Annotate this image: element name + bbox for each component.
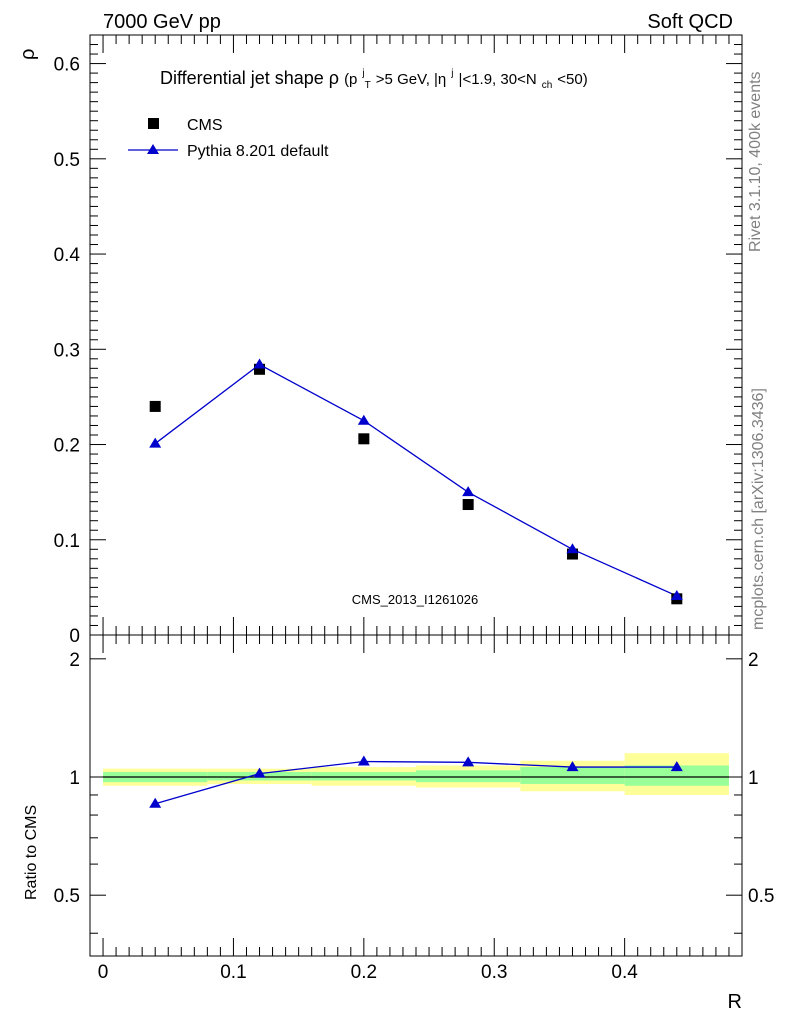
title-sub-T: T (365, 80, 371, 91)
ratio-y-tick-label-right: 2 (748, 650, 759, 671)
main-y-tick-labels: 0 0.1 0.2 0.3 0.4 0.5 0.6 (54, 55, 81, 647)
x-tick-label: 0 (98, 962, 109, 983)
chart-title: Differential jet shape ρ (p j T >5 GeV, … (160, 60, 588, 92)
ratio-data-point (149, 797, 162, 808)
x-tick-label: 0.2 (351, 962, 377, 983)
pythia-line (154, 363, 678, 597)
ratio-data-marks (149, 755, 683, 808)
pythia-data-point (566, 543, 579, 554)
x-tick-label: 0.3 (481, 962, 507, 983)
cms-data-point (254, 363, 266, 375)
x-tick-label: 0.4 (611, 962, 638, 983)
header-right-label: Soft QCD (647, 11, 733, 33)
y-tick-label: 0.4 (54, 245, 81, 266)
ratio-y-tick-label: 2 (69, 650, 80, 671)
y-axis-label: ρ (17, 49, 39, 60)
ratio-data-point (566, 761, 579, 772)
x-axis-label: R (728, 991, 742, 1013)
ratio-panel: 0.5 0.5 1 1 2 2 Ratio to CMS (23, 634, 775, 957)
source-label: mcplots.cern.ch [arXiv:1306.3436] (750, 388, 767, 630)
ratio-data-point (462, 756, 475, 767)
title-open: (p (344, 71, 357, 88)
y-tick-label: 0.3 (54, 340, 80, 361)
x-tick-label: 0.1 (220, 962, 246, 983)
cms-data-point (566, 548, 578, 560)
y-tick-label: 0.2 (54, 436, 80, 457)
cms-data-point (462, 499, 474, 511)
ratio-data-point (253, 767, 266, 778)
title-mid2: |<1.9, 30<N (459, 71, 537, 88)
legend-cms-marker (148, 118, 159, 129)
pythia-data-point (462, 486, 475, 497)
cms-data-point (358, 433, 370, 445)
title-main: Differential jet shape (160, 68, 324, 88)
main-axis-ticks (90, 35, 742, 635)
pythia-data-point (253, 358, 266, 369)
ratio-uncertainty-bands (103, 753, 729, 795)
ratio-band-green (311, 771, 416, 781)
ratio-y-tick-label-right: 0.5 (748, 886, 774, 907)
title-close: <50) (557, 71, 587, 88)
main-panel: 0 0.1 0.2 0.3 0.4 0.5 0.6 Differential jet sh… (17, 34, 743, 647)
legend-pythia-label: Pythia 8.201 default (187, 143, 329, 160)
y-tick-label: 0.6 (54, 55, 80, 76)
ratio-data-point (670, 761, 683, 772)
y-tick-label: 0.1 (54, 531, 80, 552)
pythia-data-point (357, 414, 370, 425)
ratio-band-green (416, 770, 521, 783)
ratio-plot-frame (89, 634, 743, 957)
title-mid1: >5 GeV, |η (376, 71, 446, 88)
legend-pythia-marker (147, 144, 159, 154)
legend-cms-label: CMS (187, 117, 223, 134)
ratio-y-tick-labels: 0.5 0.5 1 1 2 2 (54, 650, 775, 907)
title-sup-j1: j (361, 68, 364, 79)
legend: CMS Pythia 8.201 default (128, 117, 329, 160)
title-rho: ρ (329, 68, 339, 88)
title-sup-j2: j (450, 68, 453, 79)
x-tick-labels: 0 0.1 0.2 0.3 0.4 (98, 962, 639, 983)
ratio-axis-ticks (90, 635, 742, 956)
ratio-y-tick-label-right: 1 (748, 768, 759, 789)
ratio-line (155, 760, 677, 805)
cms-data-point (149, 400, 161, 412)
ratio-y-tick-label: 0.5 (54, 886, 80, 907)
ratio-y-axis-label: Ratio to CMS (23, 805, 40, 900)
pythia-data-point (149, 437, 162, 448)
rivet-version-label: Rivet 3.1.10, 400k events (747, 71, 764, 252)
header-left-label: 7000 GeV pp (103, 11, 221, 33)
analysis-watermark: CMS_2013_I1261026 (352, 592, 479, 607)
ratio-band-green (624, 765, 729, 786)
ratio-y-tick-label: 1 (69, 768, 80, 789)
pythia-data-point (670, 589, 683, 600)
y-tick-label: 0.5 (54, 150, 80, 171)
y-tick-zero-label: 0 (69, 626, 80, 647)
main-data-marks (149, 358, 683, 605)
title-sub-ch: ch (542, 80, 553, 91)
ratio-band-green (520, 767, 625, 784)
ratio-data-point (357, 755, 370, 766)
